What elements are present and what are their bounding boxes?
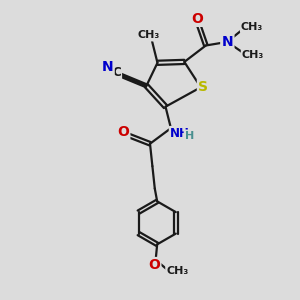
Text: N: N: [221, 35, 233, 49]
Text: CH₃: CH₃: [241, 22, 263, 32]
Text: S: S: [198, 80, 208, 94]
Text: C: C: [112, 66, 121, 79]
Text: N: N: [102, 60, 113, 74]
Text: CH₃: CH₃: [242, 50, 264, 60]
Text: O: O: [191, 12, 203, 26]
Text: H: H: [185, 131, 194, 141]
Text: NH: NH: [170, 127, 190, 140]
Text: O: O: [148, 258, 160, 272]
Text: CH₃: CH₃: [137, 30, 160, 40]
Text: O: O: [117, 125, 129, 139]
Text: CH₃: CH₃: [166, 266, 189, 276]
